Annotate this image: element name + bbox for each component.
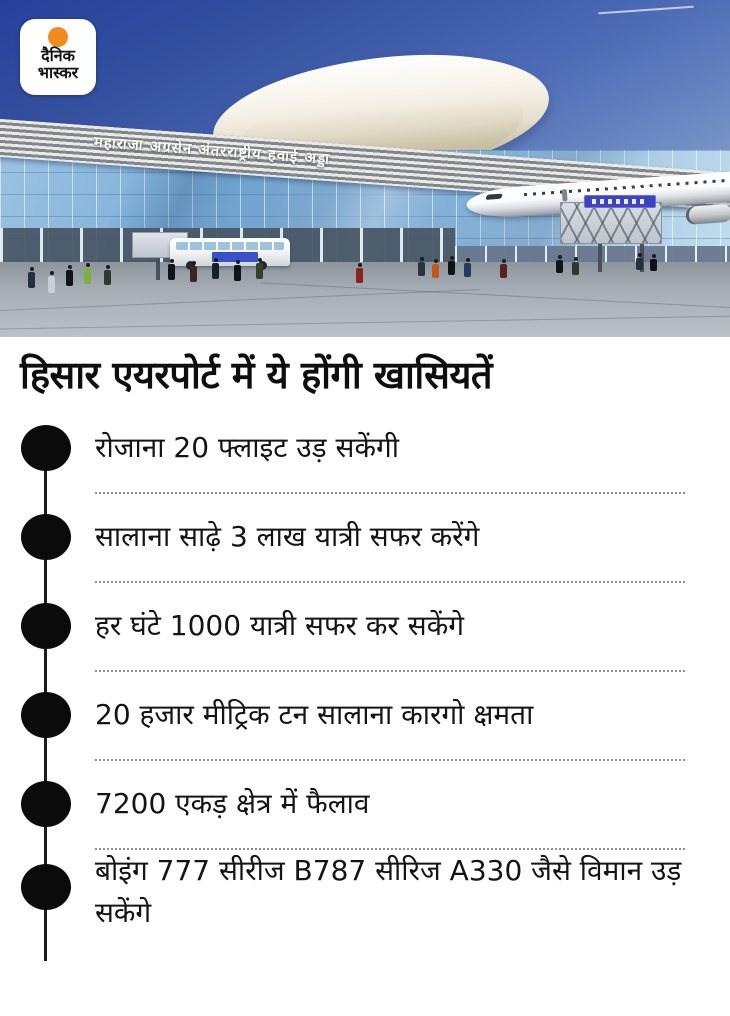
dotted-divider: [95, 491, 685, 494]
infographic-body: हिसार एयरपोर्ट में ये होंगी खासियतें रोज…: [0, 337, 730, 1016]
dotted-divider: [95, 669, 685, 672]
person-figure: [234, 260, 241, 281]
bullet-dot: [21, 692, 71, 739]
list-item: सालाना साढ़े 3 लाख यात्री सफर करेंगे: [0, 494, 730, 581]
left-jet-bridge-leg: [156, 258, 160, 280]
person-figure: [464, 258, 471, 277]
list-item-text: 7200 एकड़ क्षेत्र में फैलाव: [95, 787, 370, 821]
bullet-dot: [21, 514, 71, 561]
contrail: [598, 5, 694, 15]
person-figure: [28, 267, 35, 288]
feature-list: रोजाना 20 फ्लाइट उड़ सकेंगी सालाना साढ़े…: [0, 405, 730, 980]
person-figure: [556, 255, 563, 273]
bullet-dot: [21, 425, 71, 472]
bus-windows: [176, 242, 284, 250]
bullet-dot: [21, 863, 71, 910]
person-figure: [48, 271, 55, 293]
dotted-divider: [95, 758, 685, 761]
shuttle-bus: [170, 238, 290, 270]
list-item-text: 20 हजार मीट्रिक टन सालाना कारगो क्षमता: [95, 698, 534, 732]
person-figure: [168, 259, 175, 280]
person-figure: [572, 257, 579, 275]
dotted-divider: [95, 580, 685, 583]
airport-photo: महाराजा अग्रसेन अंतरराष्ट्रीय हवाई अड्डा: [0, 0, 730, 337]
list-item-text: हर घंटे 1000 यात्री सफर कर सकेंगे: [95, 609, 464, 643]
person-figure: [418, 257, 425, 276]
bus-ad-panel: [212, 252, 258, 262]
dainik-bhaskar-logo: दैनिक भास्कर: [20, 19, 96, 95]
list-item-text: बोइंग 777 सीरीज B787 सीरिज A330 जैसे विम…: [95, 853, 682, 929]
airplane-engine: [685, 203, 730, 225]
bullet-dot: [21, 603, 71, 650]
list-item: रोजाना 20 फ्लाइट उड़ सकेंगी: [0, 405, 730, 492]
logo-text-line2: भास्कर: [37, 63, 79, 82]
person-figure: [500, 259, 507, 278]
list-item: बोइंग 777 सीरीज B787 सीरिज A330 जैसे विम…: [0, 850, 730, 980]
sun-icon: [48, 27, 68, 47]
jet-bridge: [560, 202, 662, 244]
person-figure: [356, 263, 363, 283]
logo-text-line1: दैनिक: [41, 46, 75, 65]
jet-bridge-sign: [584, 195, 656, 208]
list-item: हर घंटे 1000 यात्री सफर कर सकेंगे: [0, 583, 730, 670]
list-item: 7200 एकड़ क्षेत्र में फैलाव: [0, 761, 730, 848]
person-figure: [66, 265, 73, 286]
person-figure: [432, 259, 439, 278]
person-figure: [636, 253, 643, 270]
jet-bridge-leg: [598, 244, 602, 272]
person-figure: [256, 258, 263, 279]
person-figure: [650, 254, 657, 271]
person-figure: [104, 265, 111, 285]
person-figure: [212, 258, 219, 279]
bus-wheel: [186, 261, 195, 270]
page-title: हिसार एयरपोर्ट में ये होंगी खासियतें: [20, 353, 493, 397]
person-figure: [84, 263, 91, 284]
list-item-text: सालाना साढ़े 3 लाख यात्री सफर करेंगे: [95, 520, 480, 554]
apron-ground: [0, 262, 730, 337]
list-item: 20 हजार मीट्रिक टन सालाना कारगो क्षमता: [0, 672, 730, 759]
list-item-text: रोजाना 20 फ्लाइट उड़ सकेंगी: [95, 431, 399, 465]
airplane-door: [561, 189, 568, 202]
terminal-entrance-strip: [0, 228, 455, 264]
person-figure: [448, 256, 455, 275]
person-figure: [190, 261, 197, 282]
dotted-divider: [95, 847, 685, 850]
bullet-dot: [21, 781, 71, 828]
